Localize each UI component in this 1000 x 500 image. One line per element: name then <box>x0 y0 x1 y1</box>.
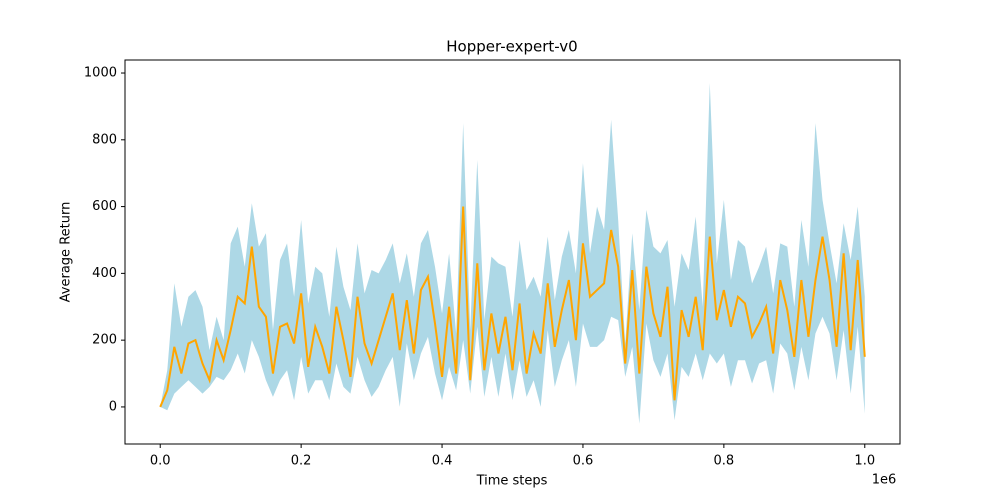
y-tick-label: 200 <box>92 333 117 348</box>
y-tick-label: 1000 <box>84 66 117 81</box>
x-tick-label: 0.4 <box>432 454 453 469</box>
x-tick-label: 1.0 <box>854 454 875 469</box>
line <box>159 206 866 408</box>
y-tick-label: 800 <box>92 132 117 147</box>
x-tick-label: 0.6 <box>573 454 594 469</box>
y-tick-label: 400 <box>92 266 117 281</box>
chart-title: Hopper-expert-v0 <box>446 38 577 56</box>
y-tick-label: 0 <box>109 399 117 414</box>
y-tick-label: 600 <box>92 199 117 214</box>
x-tick-label: 0.8 <box>714 454 735 469</box>
x-offset-label: 1e6 <box>872 473 897 488</box>
y-axis-label: Average Return <box>59 202 74 303</box>
x-tick-label: 0.0 <box>150 454 171 469</box>
plot-frame <box>124 59 901 445</box>
x-axis-label: Time steps <box>476 474 548 489</box>
x-tick-label: 0.2 <box>291 454 312 469</box>
band <box>160 83 865 424</box>
